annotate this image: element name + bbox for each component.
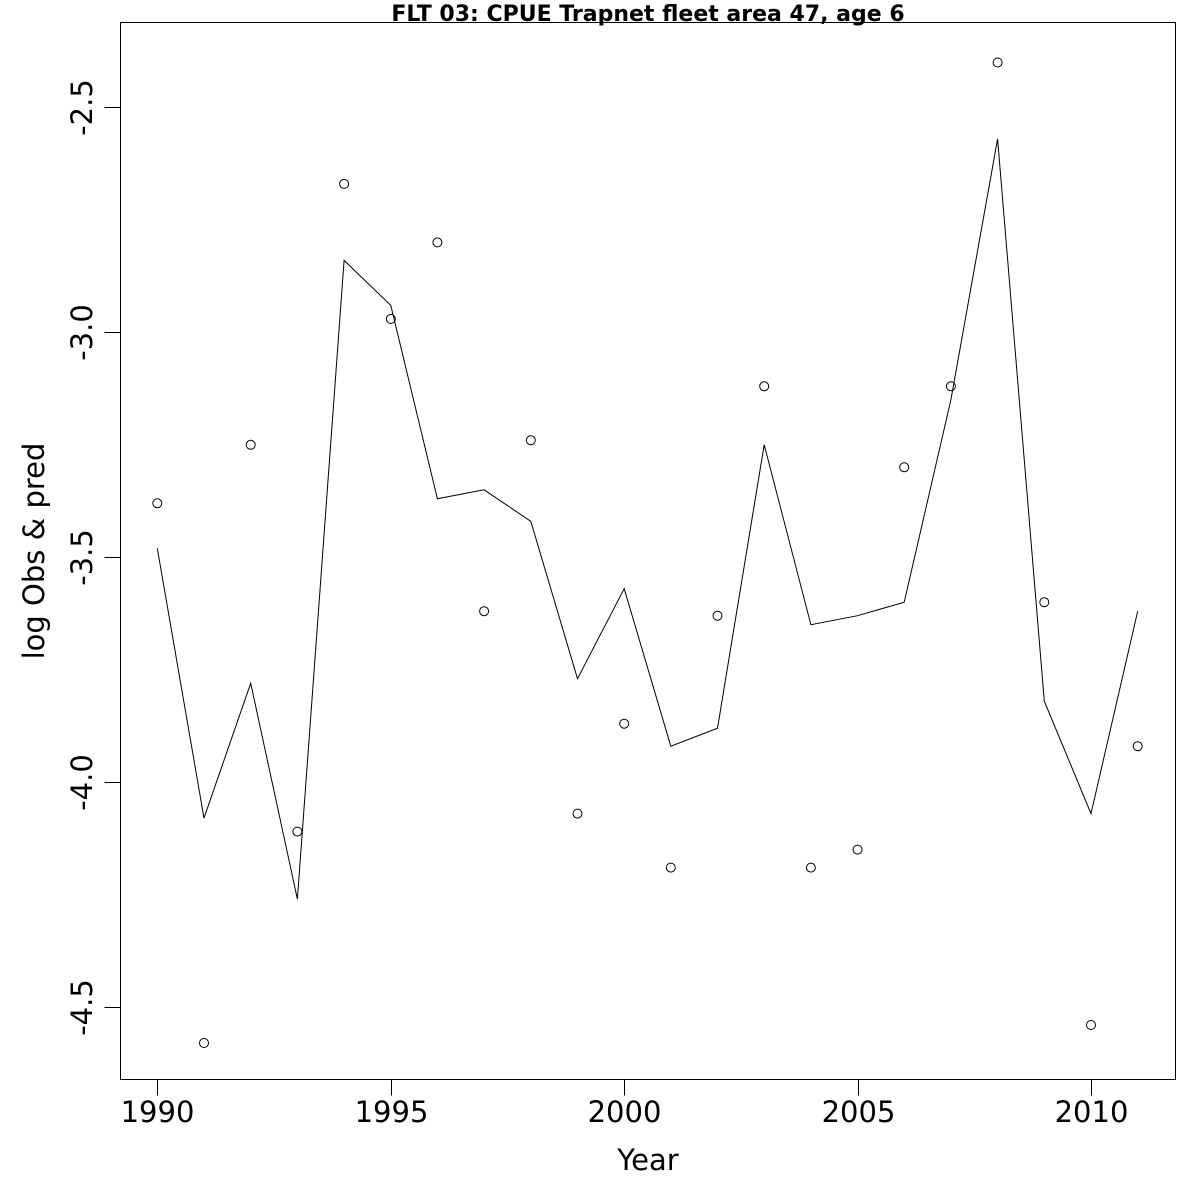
observed-point: [665, 862, 676, 873]
observed-point: [805, 862, 816, 873]
x-axis: 1990 1995 2000 2005 2010: [121, 1079, 1129, 1129]
x-tick-label: 1990: [121, 1095, 195, 1129]
plot-area: [120, 22, 1176, 1080]
observed-point: [339, 178, 350, 189]
observed-point: [525, 435, 536, 446]
observed-point: [152, 498, 163, 509]
observed-point: [945, 381, 956, 392]
observed-point: [619, 718, 630, 729]
observed-point: [759, 381, 770, 392]
y-tick-label: -2.5: [65, 79, 99, 136]
observed-point: [899, 462, 910, 473]
y-axis: -4.5 -4.0 -3.5 -3.0 -2.5: [65, 79, 121, 1036]
observed-point: [1039, 597, 1050, 608]
x-tick-label: 2000: [588, 1095, 662, 1129]
observed-point: [292, 826, 303, 837]
observed-point: [385, 313, 396, 324]
observed-point: [1132, 741, 1143, 752]
y-tick-label: -3.5: [65, 529, 99, 586]
observed-point: [479, 606, 490, 617]
observed-point: [992, 57, 1003, 68]
y-tick-label: -3.0: [65, 304, 99, 361]
observed-point: [572, 808, 583, 819]
x-tick-label: 1995: [355, 1095, 429, 1129]
observed-point: [852, 844, 863, 855]
observed-point: [712, 610, 723, 621]
x-axis-label: Year: [616, 1143, 678, 1177]
observed-point: [1086, 1020, 1096, 1030]
predicted-line: [156, 138, 1139, 900]
y-tick-label: -4.0: [65, 754, 99, 811]
x-tick-label: 2010: [1055, 1095, 1129, 1129]
y-axis-label: log Obs & pred: [17, 443, 51, 660]
chart-title: FLT 03: CPUE Trapnet fleet area 47, age …: [391, 2, 904, 27]
y-tick-label: -4.5: [65, 979, 99, 1036]
observed-point: [245, 439, 256, 450]
x-tick-label: 2005: [822, 1095, 896, 1129]
observed-point: [432, 237, 443, 248]
series-layer: [152, 57, 1143, 1048]
observed-point: [199, 1038, 209, 1048]
